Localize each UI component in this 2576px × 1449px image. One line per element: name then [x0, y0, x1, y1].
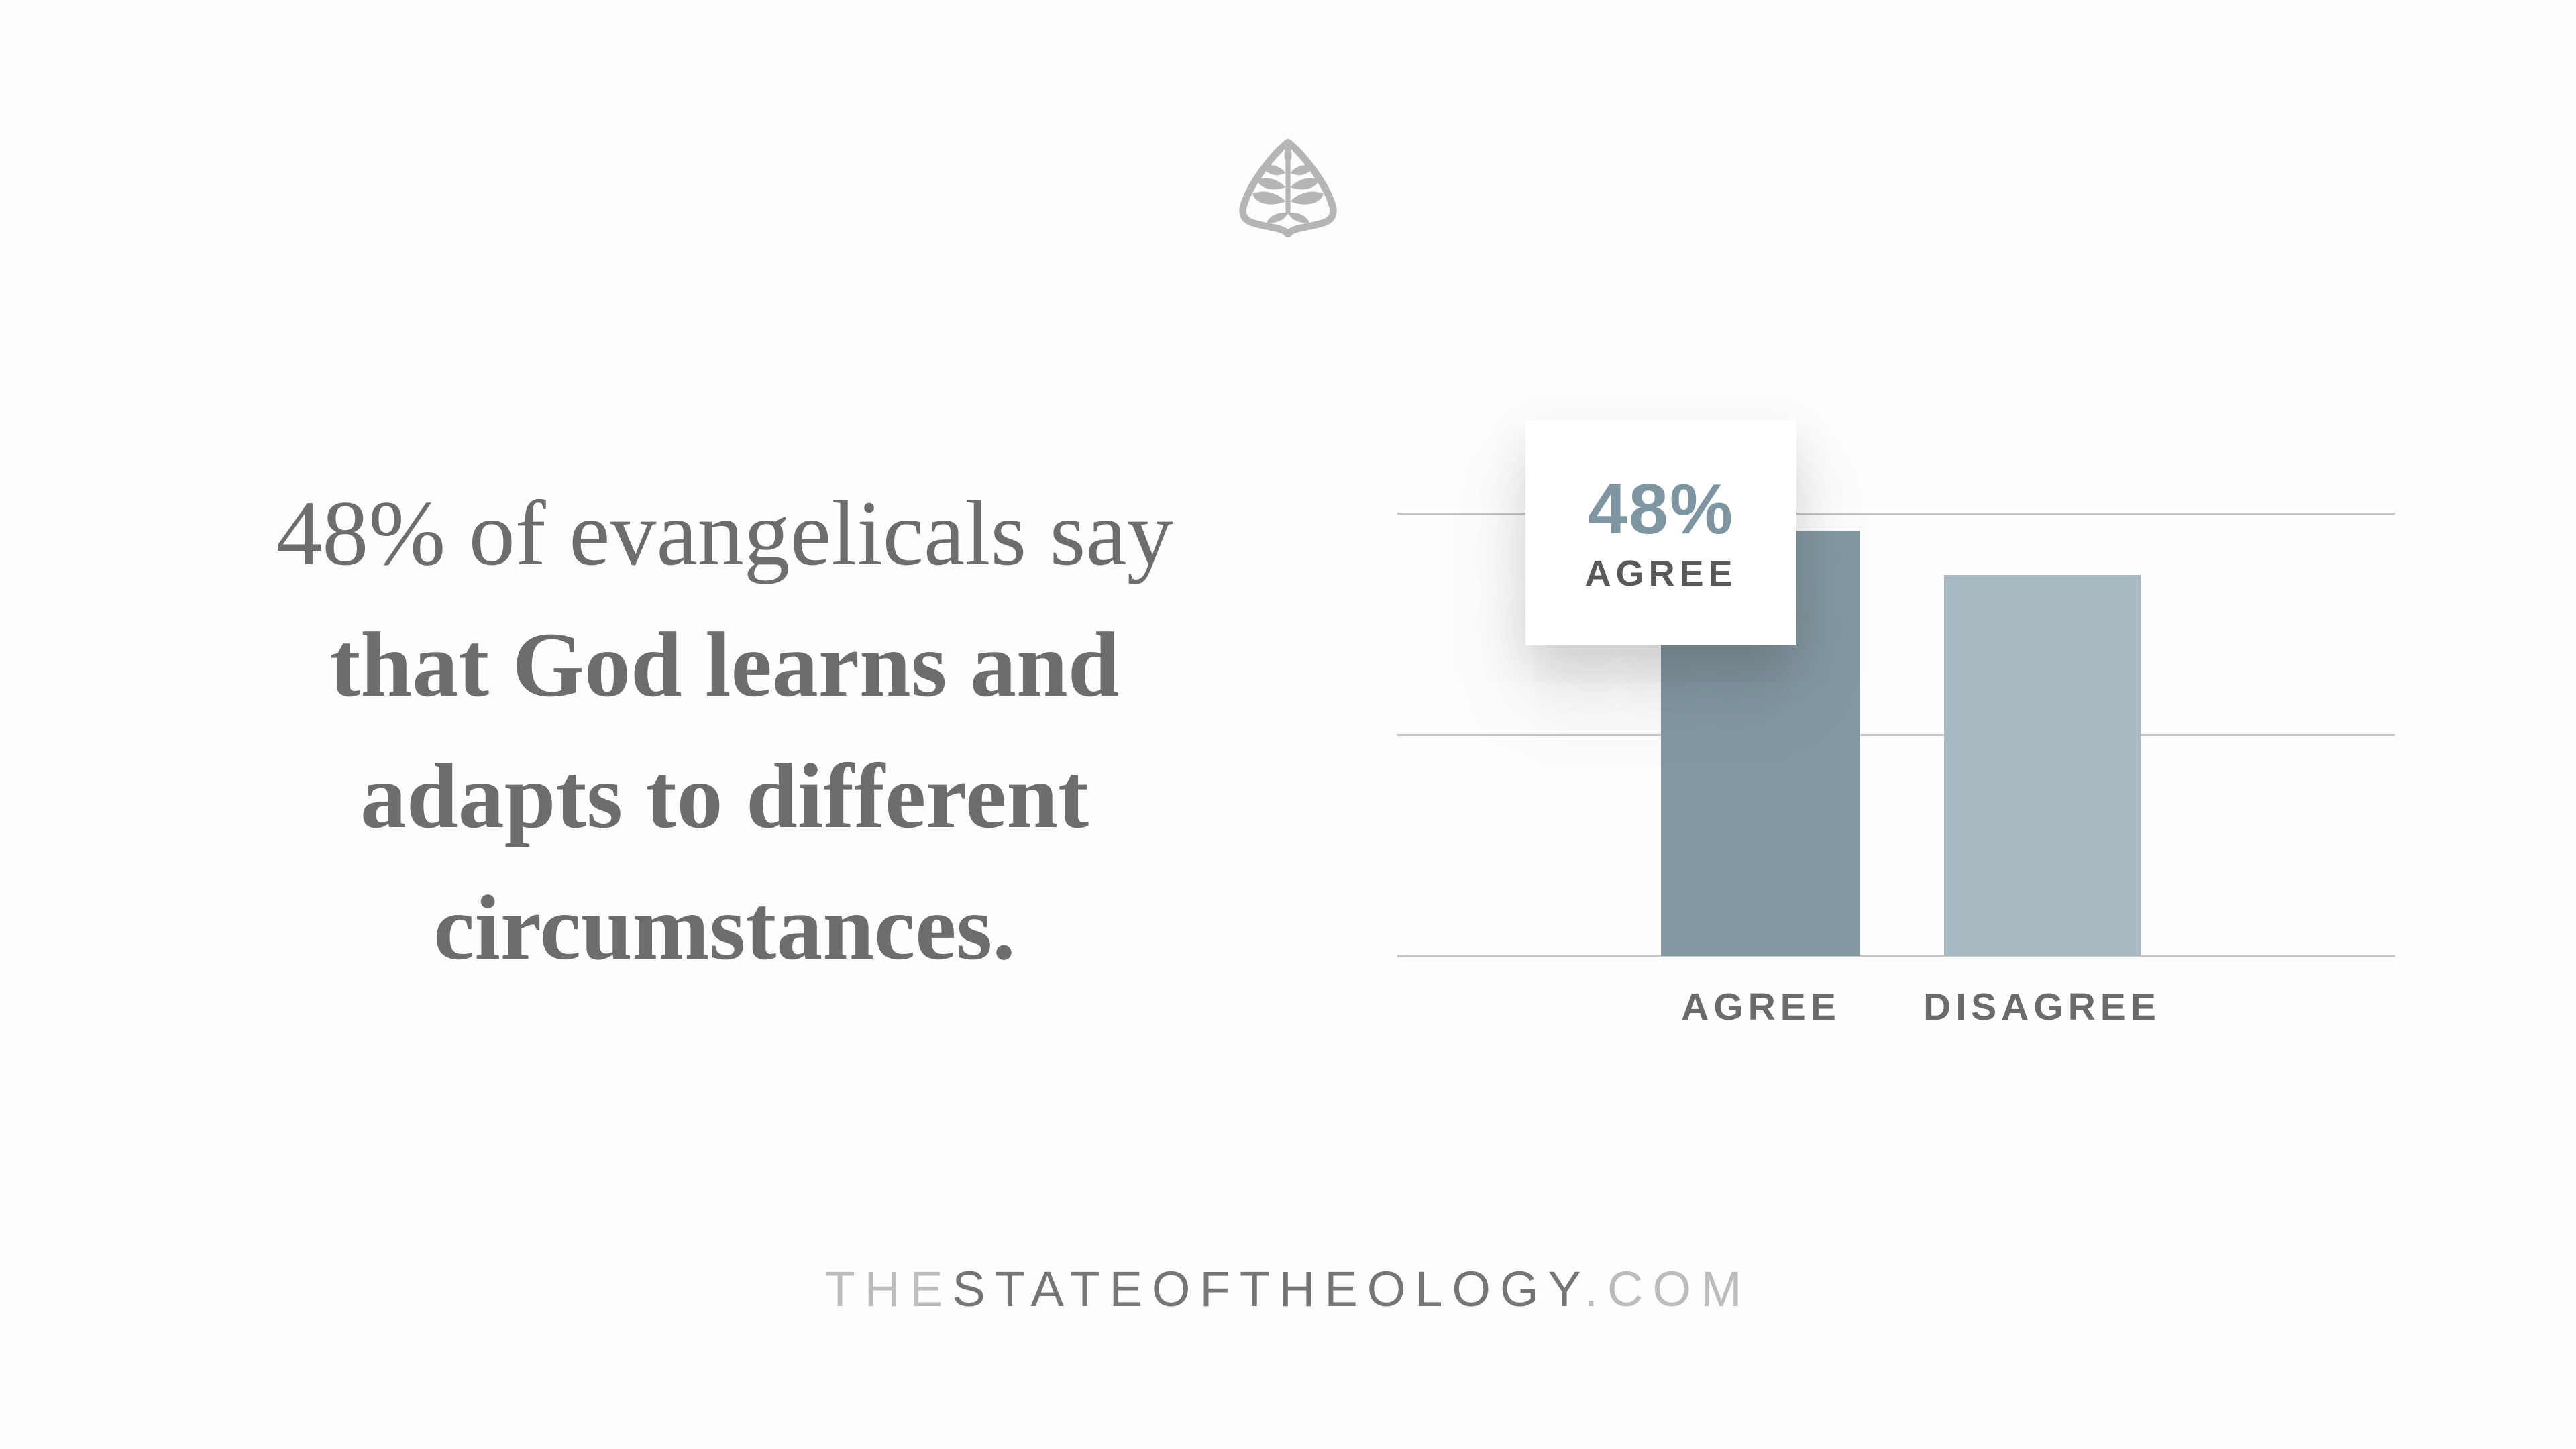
bar-chart: AGREE DISAGREE 48% AGREE — [1397, 402, 2395, 1073]
callout-value: 48% — [1587, 470, 1735, 549]
callout-card: 48% AGREE — [1525, 420, 1796, 645]
bar-disagree — [1944, 575, 2141, 956]
axis-label-agree: AGREE — [1681, 985, 1841, 1028]
url-segment-main: STATEOFTHEOLOGY — [952, 1261, 1585, 1317]
ligonier-tree-logo-icon — [1239, 138, 1337, 237]
gridline-50-pct — [1397, 512, 2395, 515]
website-url: THESTATEOFTHEOLOGY.COM — [0, 1260, 2576, 1318]
headline-line-2: that God learns and — [329, 613, 1120, 716]
headline-line-4: circumstances. — [433, 876, 1016, 979]
headline-line-3: adapts to different — [360, 745, 1089, 847]
url-segment-the: THE — [824, 1261, 953, 1317]
axis-label-disagree: DISAGREE — [1923, 985, 2161, 1028]
tree-glyph — [1252, 146, 1324, 223]
headline-line-1: 48% of evangelicals say — [276, 482, 1173, 584]
gridline-0-pct — [1397, 955, 2395, 957]
url-segment-com: .COM — [1584, 1261, 1752, 1317]
callout-label: AGREE — [1585, 553, 1737, 594]
headline-statistic: 48% of evangelicals say that God learns … — [154, 468, 1295, 994]
gridline-25-pct — [1397, 733, 2395, 736]
